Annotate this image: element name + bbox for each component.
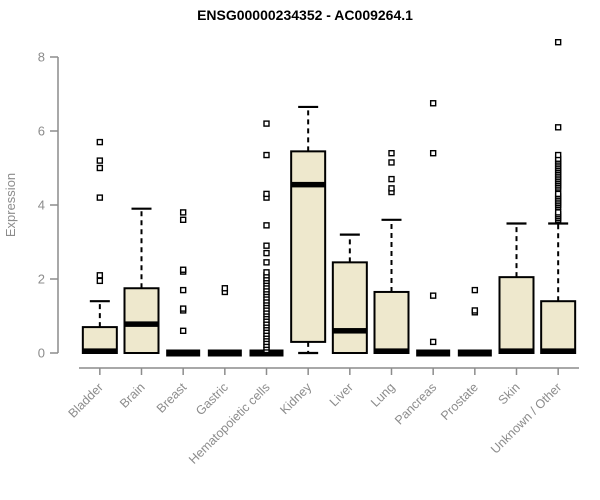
outlier-point bbox=[388, 159, 395, 166]
median-line bbox=[124, 321, 159, 327]
outlier-point bbox=[96, 194, 104, 201]
outlier-point bbox=[429, 149, 437, 157]
outlier-point bbox=[554, 190, 562, 198]
median-line bbox=[499, 348, 534, 354]
median-line bbox=[82, 348, 117, 354]
outlier-point bbox=[179, 305, 187, 312]
x-category-label: Brain bbox=[117, 380, 148, 411]
outlier-point bbox=[554, 124, 562, 131]
outlier-point bbox=[96, 138, 104, 146]
outlier-point bbox=[263, 242, 270, 249]
box bbox=[498, 276, 535, 354]
box bbox=[290, 150, 327, 343]
outlier-point bbox=[96, 164, 104, 172]
x-category-label: Liver bbox=[327, 380, 356, 409]
x-category-label: Gastric bbox=[193, 380, 231, 418]
median-line bbox=[374, 348, 409, 354]
outlier-point bbox=[221, 285, 229, 292]
outlier-point bbox=[179, 209, 187, 216]
y-axis-label: Expression bbox=[3, 173, 18, 237]
outlier-point bbox=[429, 292, 437, 299]
outlier-point bbox=[388, 149, 395, 157]
x-category-label: Kidney bbox=[277, 380, 314, 417]
y-tick-label: 8 bbox=[38, 50, 45, 65]
plot-area: 0 2 4 6 8 Bladder Brain Breast GastricHematopoie… bbox=[38, 39, 579, 467]
x-category-label: Unknown / Other bbox=[488, 380, 564, 456]
median-line bbox=[332, 328, 367, 334]
outlier-point bbox=[429, 338, 437, 346]
chart-title: ENSG00000234352 - AC009264.1 bbox=[197, 7, 413, 23]
x-category-label: Bladder bbox=[66, 380, 106, 420]
y-tick-label: 2 bbox=[38, 272, 45, 287]
outlier-point bbox=[179, 266, 187, 273]
outlier-point bbox=[179, 327, 187, 334]
box bbox=[373, 290, 410, 355]
outlier-point bbox=[179, 286, 187, 294]
outlier-point bbox=[96, 272, 104, 279]
y-tick-label: 6 bbox=[38, 124, 45, 139]
y-tick-label: 4 bbox=[38, 198, 45, 213]
x-category-label: Prostate bbox=[438, 380, 481, 423]
outlier-point bbox=[554, 151, 562, 159]
collapsed-box bbox=[207, 349, 242, 357]
outlier-point bbox=[96, 157, 104, 164]
outlier-point bbox=[263, 222, 270, 229]
outlier-point bbox=[263, 269, 270, 276]
outlier-point bbox=[263, 259, 270, 266]
x-category-label: Lung bbox=[368, 380, 398, 410]
outlier-point bbox=[554, 209, 562, 216]
x-category-label: Pancreas bbox=[392, 380, 439, 427]
outlier-point bbox=[388, 175, 395, 183]
outlier-point bbox=[263, 151, 270, 159]
outlier-point bbox=[471, 286, 479, 294]
outlier-point bbox=[429, 100, 437, 107]
x-category-label: Breast bbox=[154, 380, 190, 416]
box bbox=[540, 300, 577, 355]
outlier-point bbox=[388, 185, 395, 192]
median-line bbox=[541, 348, 576, 354]
box bbox=[331, 261, 368, 355]
outlier-point bbox=[96, 277, 104, 285]
collapsed-box bbox=[166, 349, 201, 357]
collapsed-box bbox=[457, 349, 492, 357]
outlier-point bbox=[179, 216, 187, 224]
box bbox=[123, 287, 160, 354]
collapsed-box bbox=[416, 349, 451, 357]
outlier-point bbox=[554, 39, 562, 46]
median-line bbox=[291, 181, 326, 188]
outlier-point bbox=[263, 190, 270, 198]
outlier-point bbox=[263, 120, 270, 127]
y-tick-label: 0 bbox=[38, 346, 45, 361]
outlier-point bbox=[471, 307, 479, 314]
x-category-label: Hematopoietic cells bbox=[186, 380, 273, 467]
outlier-point bbox=[263, 249, 270, 257]
x-category-label: Skin bbox=[496, 380, 523, 407]
